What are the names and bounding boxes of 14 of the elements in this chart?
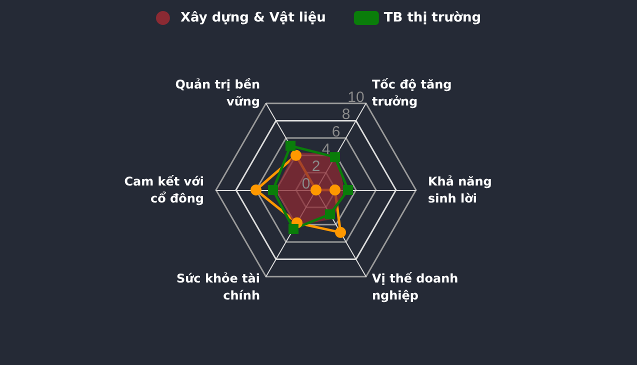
spoke-label: Sức khỏe tài chính <box>176 271 260 302</box>
legend-label: TB thị trường <box>384 10 482 26</box>
spoke-label: Quản trị bền vững <box>175 78 260 109</box>
y-tick-label: 10 <box>348 88 364 106</box>
spoke-label: Vị thế doanh nghiệp <box>372 271 458 302</box>
spoke-label: Cam kết với cổ đông <box>124 174 204 206</box>
y-tick-label: 8 <box>342 106 350 124</box>
y-tick-label: 6 <box>332 124 340 141</box>
spoke-label: Khả năng sinh lời <box>428 174 492 206</box>
y-tick-label: 0 <box>302 176 310 192</box>
legend-label: Xây dựng & Vật liệu <box>180 10 326 26</box>
y-tick-label: 2 <box>312 158 320 176</box>
spoke-label: Tốc độ tăng trưởng <box>372 78 452 109</box>
y-tick-label: 4 <box>322 140 330 158</box>
